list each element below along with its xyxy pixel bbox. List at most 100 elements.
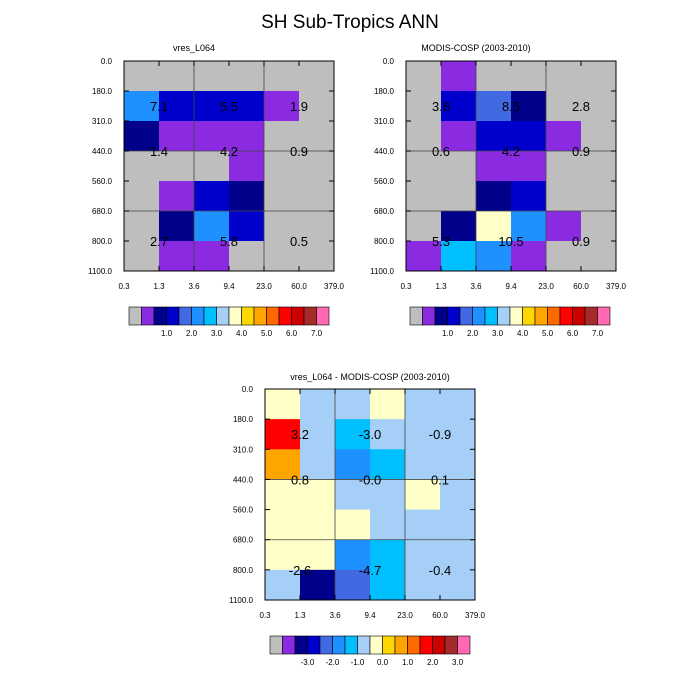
heatmap-cell: [335, 479, 371, 511]
heatmap-cell: [406, 61, 442, 92]
x-tick-label: 9.4: [505, 282, 517, 291]
y-tick-label: 680.0: [374, 207, 395, 216]
heatmap-cell: [581, 151, 617, 182]
heatmap-cell: [265, 509, 301, 541]
heatmap-cell: [370, 389, 406, 420]
colorbar-swatch: [141, 306, 155, 326]
heatmap-cell: [406, 241, 442, 272]
colorbar-swatch: [369, 635, 383, 655]
heatmap-cell: [441, 91, 477, 122]
heatmap-cell: [229, 241, 265, 272]
colorbar-label: 6.0: [286, 329, 298, 338]
heatmap-cell: [405, 509, 441, 541]
heatmap-cell: [370, 569, 406, 601]
heatmap-cell: [476, 91, 512, 122]
colorbar-label: -2.0: [326, 658, 340, 667]
value-label: -0.9: [429, 427, 451, 442]
value-label: 0.9: [290, 144, 308, 159]
value-label: 0.5: [290, 234, 308, 249]
heatmap-cell: [229, 121, 265, 152]
heatmap-cell: [335, 389, 371, 420]
colorbar-swatch: [559, 306, 573, 326]
heatmap-cell: [300, 479, 336, 511]
x-tick-label: 9.4: [223, 282, 235, 291]
panel-title: vres_L064: [173, 43, 215, 53]
colorbar-label: 5.0: [542, 329, 554, 338]
panel-title: vres_L064 - MODIS-COSP (2003-2010): [290, 372, 449, 382]
value-label: 3.2: [291, 427, 309, 442]
panel-vres: vres_L064 0.3 1.3 3.6 9.4 23.0 60.0 379.0 0.0 18…: [88, 43, 344, 338]
heatmap-cell: [124, 211, 160, 242]
value-label: 4.2: [502, 144, 520, 159]
x-tick-label: 0.3: [259, 611, 271, 620]
colorbar-swatch: [153, 306, 167, 326]
heatmap-cell: [264, 121, 300, 152]
value-label: 5.5: [220, 99, 238, 114]
colorbar-label: 7.0: [311, 329, 323, 338]
heatmap-cell: [440, 539, 476, 571]
colorbar-swatch: [447, 306, 461, 326]
colorbar-swatch: [166, 306, 180, 326]
heatmap-cell: [335, 449, 371, 480]
heatmap-cell: [264, 151, 300, 182]
colorbar-swatch: [319, 635, 333, 655]
colorbar-label: -3.0: [301, 658, 315, 667]
heatmap-cell: [194, 241, 230, 272]
colorbar-swatch: [203, 306, 217, 326]
heatmap-cell: [440, 449, 476, 480]
value-label: 3.8: [432, 99, 450, 114]
heatmap-cell: [194, 181, 230, 212]
value-label: 5.3: [432, 234, 450, 249]
heatmap-cell: [299, 211, 335, 242]
colorbar-swatch: [407, 635, 421, 655]
heatmap-cell: [405, 419, 441, 450]
colorbar-swatch: [484, 306, 498, 326]
heatmap-cell: [335, 419, 371, 450]
x-tick-label: 1.3: [294, 611, 306, 620]
y-tick-label: 440.0: [233, 475, 254, 484]
y-tick-label: 310.0: [233, 445, 254, 454]
heatmap-cell: [581, 181, 617, 212]
heatmap-cell: [546, 61, 582, 92]
heatmap-cell: [299, 181, 335, 212]
colorbar-swatch: [128, 306, 142, 326]
heatmap-cell: [300, 569, 336, 601]
heatmap-cell: [581, 61, 617, 92]
y-tick-label: 180.0: [374, 87, 395, 96]
x-tick-label: 3.6: [188, 282, 200, 291]
colorbar-swatch: [253, 306, 267, 326]
colorbar-swatch: [266, 306, 280, 326]
heatmap-cell: [546, 91, 582, 122]
value-label: 0.8: [291, 472, 309, 487]
y-tick-label: 440.0: [92, 147, 113, 156]
colorbar-swatch: [572, 306, 586, 326]
heatmap-cell: [159, 121, 195, 152]
colorbar-swatch: [409, 306, 423, 326]
colorbar-swatch: [228, 306, 242, 326]
heatmap-cell: [406, 91, 442, 122]
x-tick-label: 0.3: [400, 282, 412, 291]
colorbar-swatch: [584, 306, 598, 326]
colorbar-swatch: [178, 306, 192, 326]
heatmap-cell: [159, 241, 195, 272]
heatmap-cell: [440, 569, 476, 601]
colorbar-swatch: [216, 306, 230, 326]
heatmap-cell: [159, 151, 195, 182]
colorbar-swatch: [547, 306, 561, 326]
heatmap-cell: [511, 91, 547, 122]
heatmap-cell: [546, 211, 582, 242]
heatmap-cell: [546, 151, 582, 182]
heatmap-cell: [194, 121, 230, 152]
heatmap-cell: [264, 241, 300, 272]
colorbar-swatch: [422, 306, 436, 326]
heatmap-cell: [299, 151, 335, 182]
colorbar-swatch: [294, 635, 308, 655]
heatmap-cell: [194, 151, 230, 182]
x-tick-label: 60.0: [291, 282, 307, 291]
heatmap-cell: [124, 241, 160, 272]
colorbar-swatch: [269, 635, 283, 655]
heatmap-cell: [405, 569, 441, 601]
heatmap-cell: [265, 449, 301, 480]
value-label: -3.0: [359, 427, 381, 442]
